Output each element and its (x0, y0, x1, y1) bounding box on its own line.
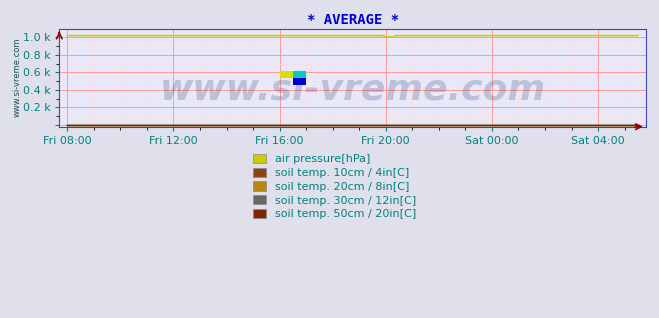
Y-axis label: www.si-vreme.com: www.si-vreme.com (12, 38, 21, 117)
Title: * AVERAGE *: * AVERAGE * (306, 13, 399, 27)
Legend: air pressure[hPa], soil temp. 10cm / 4in[C], soil temp. 20cm / 8in[C], soil temp: air pressure[hPa], soil temp. 10cm / 4in… (252, 154, 416, 219)
Bar (293, 78, 306, 85)
Bar (279, 71, 293, 78)
Bar (293, 71, 306, 78)
Text: www.si-vreme.com: www.si-vreme.com (159, 73, 546, 107)
